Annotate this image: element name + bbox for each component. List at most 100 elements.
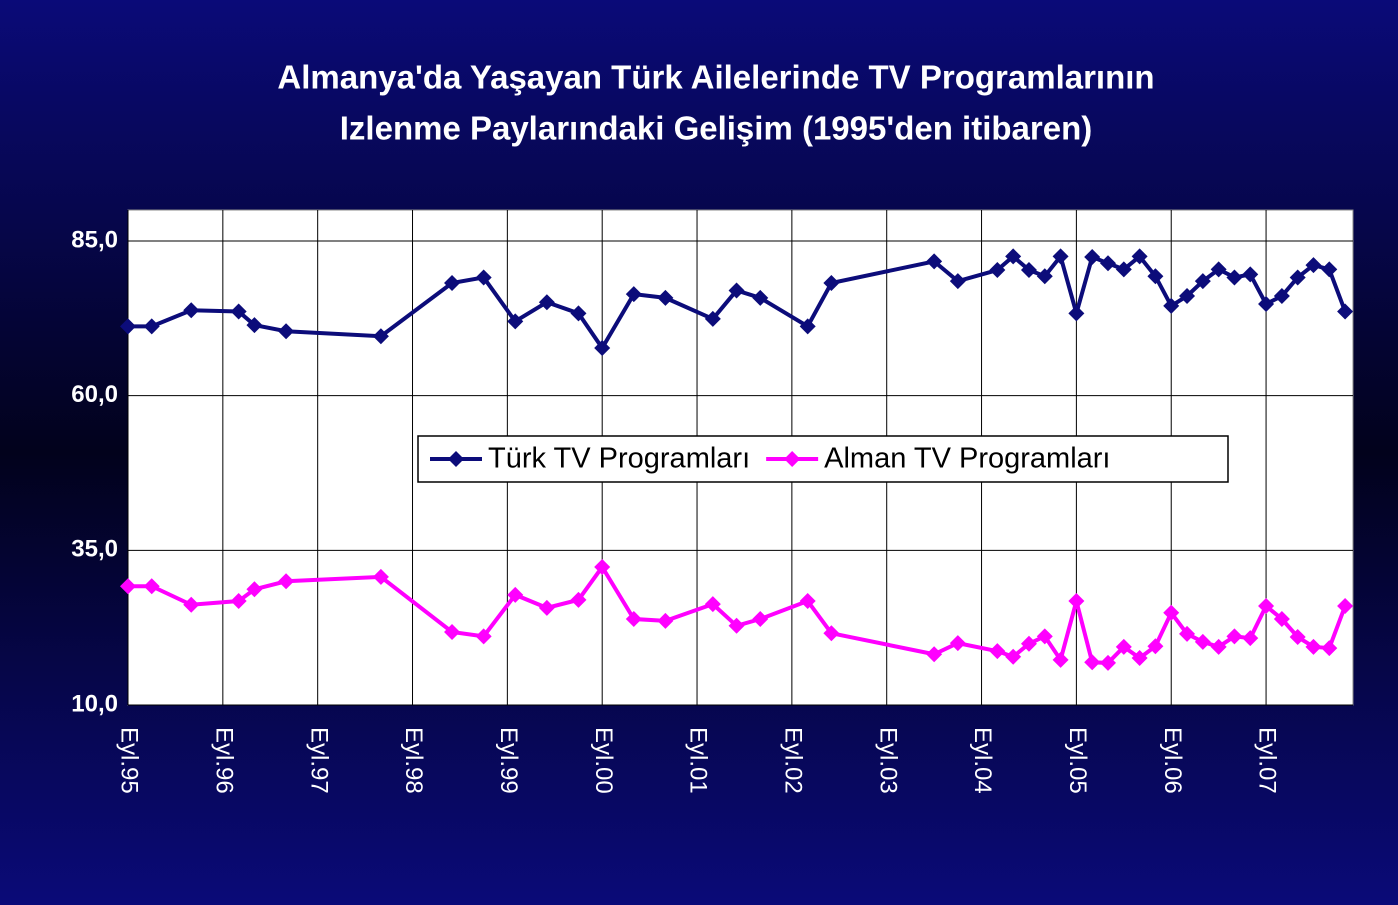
x-tick-label: Eyl.05 bbox=[1064, 727, 1091, 794]
data-point bbox=[752, 289, 769, 306]
legend-marker bbox=[784, 451, 801, 467]
data-point bbox=[278, 573, 295, 590]
data-point bbox=[1226, 628, 1243, 645]
data-point bbox=[704, 310, 721, 327]
data-point bbox=[1005, 248, 1022, 265]
data-point bbox=[1147, 638, 1164, 655]
data-point bbox=[475, 628, 492, 645]
data-point bbox=[1194, 633, 1211, 650]
x-tick-label: Eyl.07 bbox=[1254, 727, 1281, 794]
data-point bbox=[444, 623, 461, 640]
data-point bbox=[1242, 266, 1259, 283]
data-point bbox=[1020, 635, 1037, 652]
data-point bbox=[1242, 630, 1259, 647]
data-point bbox=[989, 643, 1006, 660]
data-point bbox=[1100, 255, 1116, 272]
data-point bbox=[444, 275, 461, 292]
data-point bbox=[372, 568, 389, 585]
data-point bbox=[594, 559, 611, 576]
data-point bbox=[1068, 593, 1085, 610]
data-point bbox=[1226, 269, 1243, 286]
data-point bbox=[594, 339, 611, 356]
x-tick-label: Eyl.02 bbox=[780, 727, 807, 794]
y-tick-label: 85,0 bbox=[71, 226, 118, 253]
data-point bbox=[1084, 654, 1101, 671]
data-point bbox=[926, 646, 943, 663]
data-point bbox=[143, 318, 160, 335]
data-point bbox=[989, 262, 1006, 279]
data-point bbox=[657, 612, 674, 629]
data-point bbox=[1020, 262, 1037, 279]
data-point bbox=[1115, 261, 1132, 278]
data-point bbox=[230, 593, 247, 610]
data-point bbox=[1210, 638, 1227, 655]
data-point bbox=[1036, 628, 1053, 645]
legend: Türk TV Programları Alman TV Programları bbox=[417, 435, 1229, 483]
data-point bbox=[372, 328, 389, 345]
data-point bbox=[570, 305, 587, 322]
data-point bbox=[823, 275, 840, 292]
data-point bbox=[1052, 248, 1069, 265]
data-point bbox=[120, 578, 136, 595]
data-point bbox=[183, 596, 200, 613]
x-tick-label: Eyl.99 bbox=[495, 727, 522, 794]
data-point bbox=[1337, 598, 1354, 614]
legend-marker bbox=[448, 451, 464, 467]
data-point bbox=[1005, 648, 1022, 665]
chart-title: Izlenme Paylarındaki Gelişim (1995'den i… bbox=[340, 110, 1092, 147]
data-point bbox=[1273, 288, 1290, 305]
data-point bbox=[1179, 625, 1196, 642]
data-point bbox=[230, 303, 247, 320]
x-tick-label: Eyl.96 bbox=[210, 727, 237, 794]
chart-title: Almanya'da Yaşayan Türk Ailelerinde TV P… bbox=[277, 59, 1154, 96]
data-point bbox=[278, 323, 295, 340]
x-tick-label: Eyl.06 bbox=[1159, 727, 1186, 794]
data-point bbox=[120, 318, 136, 335]
data-point bbox=[538, 294, 555, 311]
data-point bbox=[475, 269, 492, 286]
data-point bbox=[799, 318, 816, 335]
legend-label: Türk TV Programları bbox=[488, 443, 750, 475]
data-point bbox=[1289, 269, 1306, 286]
data-point bbox=[1305, 638, 1322, 655]
data-point bbox=[1258, 296, 1275, 313]
data-point bbox=[1131, 649, 1148, 666]
data-point bbox=[1210, 261, 1227, 278]
data-point bbox=[1036, 268, 1053, 285]
data-point bbox=[1163, 604, 1180, 621]
data-point bbox=[625, 610, 642, 627]
data-point bbox=[1068, 305, 1085, 322]
x-tick-label: Eyl.01 bbox=[685, 727, 712, 794]
x-tick-label: Eyl.97 bbox=[305, 727, 332, 794]
x-tick-label: Eyl.98 bbox=[400, 727, 427, 794]
data-point bbox=[1194, 273, 1211, 290]
data-point bbox=[823, 625, 840, 642]
y-tick-label: 10,0 bbox=[71, 690, 118, 717]
data-point bbox=[1115, 638, 1132, 655]
data-point bbox=[728, 282, 745, 299]
data-point bbox=[246, 581, 263, 598]
x-tick-label: Eyl.00 bbox=[590, 727, 617, 794]
data-point bbox=[728, 617, 745, 634]
data-point bbox=[246, 317, 263, 334]
data-point bbox=[1131, 248, 1148, 265]
data-point bbox=[1289, 628, 1306, 645]
data-point bbox=[1321, 640, 1338, 657]
data-point bbox=[799, 593, 816, 610]
data-point bbox=[949, 635, 966, 652]
data-point bbox=[1337, 303, 1354, 320]
data-point bbox=[1179, 288, 1196, 305]
data-point bbox=[1084, 249, 1101, 266]
legend-label: Alman TV Programları bbox=[824, 443, 1110, 475]
data-point bbox=[1052, 651, 1069, 668]
x-tick-label: Eyl.04 bbox=[969, 727, 996, 794]
data-point bbox=[1147, 268, 1164, 285]
data-point bbox=[1305, 257, 1322, 274]
data-point bbox=[949, 273, 966, 290]
data-point bbox=[1321, 261, 1338, 278]
data-point bbox=[143, 578, 160, 595]
x-tick-label: Eyl.03 bbox=[874, 727, 901, 794]
data-point bbox=[926, 253, 943, 270]
data-point bbox=[538, 599, 555, 616]
